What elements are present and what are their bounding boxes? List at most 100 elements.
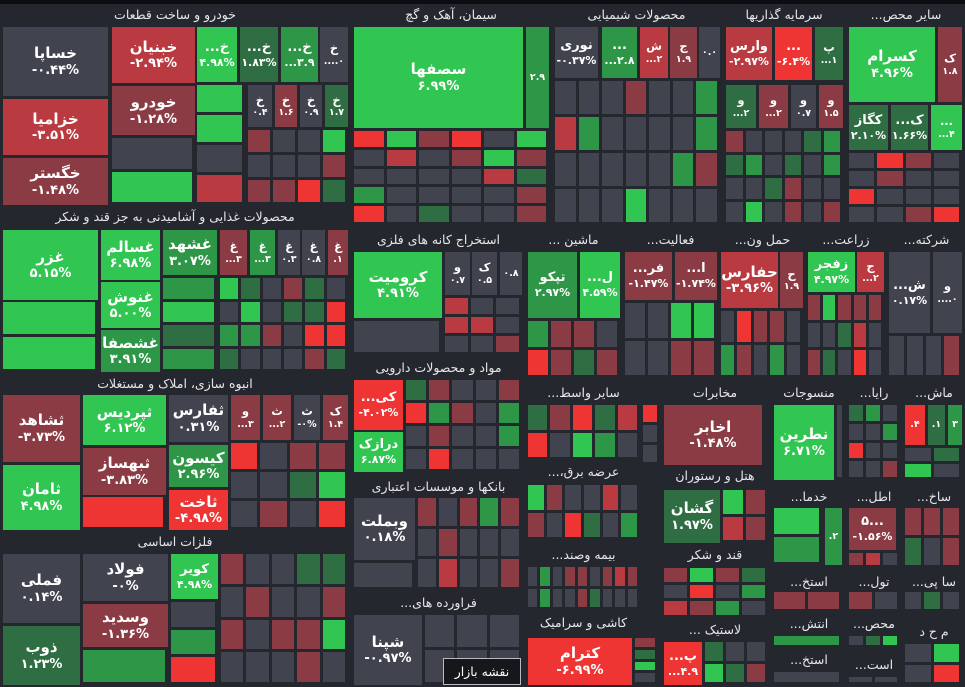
stock-tile[interactable] [578, 153, 600, 186]
sector-header[interactable]: فعالیت... [646, 232, 695, 247]
stock-tile[interactable] [774, 592, 805, 609]
stock-tile[interactable] [260, 443, 287, 469]
sector-header[interactable]: فراورده های... [400, 595, 477, 610]
stock-tile[interactable]: ش... ۰.۱۷% [889, 252, 930, 333]
stock-tile[interactable] [747, 663, 765, 682]
stock-tile[interactable] [737, 344, 751, 375]
stock-tile[interactable] [528, 321, 548, 347]
stock-tile[interactable] [590, 588, 600, 607]
stock-tile[interactable] [451, 131, 481, 147]
stock-tile[interactable]: کرومیت ۴.۹۱% [354, 252, 442, 318]
stock-tile[interactable]: ش ...۲ [640, 27, 668, 78]
stock-tile[interactable] [386, 168, 416, 185]
stock-tile[interactable]: ثاخت -۴.۹۸% [169, 490, 228, 530]
stock-tile[interactable]: فر... -۱.۴۷% [625, 252, 672, 300]
sector-header[interactable]: سا پی... [911, 574, 957, 589]
stock-tile[interactable] [868, 322, 881, 348]
stock-tile[interactable] [924, 508, 940, 535]
stock-tile[interactable] [452, 426, 473, 446]
stock-tile[interactable] [765, 201, 782, 222]
stock-tile[interactable]: تپکو ۲.۹۷% [528, 252, 577, 318]
stock-tile[interactable] [823, 178, 840, 199]
stock-tile[interactable] [83, 497, 163, 527]
stock-tile[interactable] [747, 642, 765, 661]
stock-tile[interactable]: کویر ۴.۹۸% [171, 554, 218, 599]
sector-header[interactable]: ماش... [915, 385, 953, 400]
stock-tile[interactable] [241, 325, 260, 346]
stock-tile[interactable]: خگستر -۱.۴۸% [3, 158, 108, 205]
stock-tile[interactable] [883, 442, 897, 459]
stock-tile[interactable] [723, 516, 743, 540]
stock-tile[interactable] [429, 380, 450, 400]
stock-tile[interactable] [484, 149, 514, 166]
stock-tile[interactable] [546, 512, 563, 537]
stock-tile[interactable] [635, 673, 655, 682]
stock-tile[interactable] [445, 298, 468, 314]
stock-tile[interactable] [418, 528, 436, 557]
stock-tile[interactable] [425, 615, 455, 647]
stock-tile[interactable] [459, 498, 478, 526]
stock-tile[interactable] [726, 154, 743, 175]
stock-tile[interactable] [459, 528, 478, 557]
stock-tile[interactable] [386, 187, 416, 204]
stock-tile[interactable] [565, 512, 581, 537]
stock-tile[interactable] [615, 567, 625, 586]
stock-tile[interactable] [578, 189, 600, 222]
stock-tile[interactable] [774, 636, 839, 645]
stock-tile[interactable]: سصفها ۶.۹۹% [354, 27, 523, 128]
stock-tile[interactable] [418, 559, 436, 587]
stock-tile[interactable]: ۳ [948, 405, 962, 445]
stock-tile[interactable]: کیسون ۲.۹۶% [169, 445, 228, 487]
stock-tile[interactable] [83, 650, 165, 682]
stock-tile[interactable] [452, 380, 473, 400]
stock-tile[interactable] [112, 171, 192, 202]
stock-tile[interactable] [452, 403, 473, 423]
stock-tile[interactable] [231, 472, 258, 498]
stock-tile[interactable] [419, 149, 449, 166]
stock-tile[interactable]: خ ۰.۴ [248, 85, 272, 127]
stock-tile[interactable] [635, 661, 655, 671]
stock-tile[interactable] [877, 207, 903, 222]
stock-tile[interactable] [625, 153, 647, 186]
stock-tile[interactable] [905, 189, 931, 204]
stock-tile[interactable]: نوری -۰.۳۷% [555, 27, 598, 78]
stock-tile[interactable] [716, 601, 739, 615]
stock-tile[interactable] [297, 652, 320, 682]
stock-tile[interactable] [627, 588, 637, 607]
stock-tile[interactable] [905, 153, 931, 168]
stock-tile[interactable]: .۴ [905, 405, 925, 445]
stock-tile[interactable] [664, 584, 687, 599]
stock-tile[interactable] [273, 130, 295, 152]
stock-tile[interactable] [289, 472, 316, 498]
stock-tile[interactable] [625, 81, 647, 114]
stock-tile[interactable] [705, 642, 723, 661]
stock-tile[interactable] [3, 337, 95, 369]
stock-tile[interactable] [484, 168, 514, 185]
stock-tile[interactable] [933, 448, 959, 461]
sector-header[interactable]: بیمه وصند... [551, 547, 616, 562]
stock-tile[interactable] [501, 528, 519, 557]
stock-tile[interactable] [933, 153, 959, 168]
stock-tile[interactable] [354, 168, 384, 185]
stock-tile[interactable] [602, 485, 619, 510]
stock-tile[interactable] [784, 154, 801, 175]
stock-tile[interactable] [853, 322, 866, 348]
stock-tile[interactable] [849, 442, 863, 459]
stock-tile[interactable] [459, 559, 478, 587]
stock-tile[interactable] [552, 588, 563, 607]
stock-tile[interactable] [354, 321, 439, 352]
stock-tile[interactable] [933, 644, 959, 662]
stock-tile[interactable] [849, 677, 872, 682]
stock-tile[interactable]: ج ۱.۹ [670, 27, 697, 78]
stock-tile[interactable]: خ... ۴.۹۸% [197, 27, 237, 82]
stock-tile[interactable] [649, 81, 670, 114]
stock-tile[interactable] [289, 443, 316, 469]
stock-tile[interactable] [354, 187, 384, 204]
sector-header[interactable]: م ح د [919, 624, 949, 639]
stock-tile[interactable] [323, 155, 345, 177]
sector-header[interactable]: محصولات شیمیایی [587, 7, 686, 22]
stock-tile[interactable]: ثفارس ۰.۳۱% [169, 395, 228, 442]
stock-tile[interactable] [690, 568, 713, 582]
stock-tile[interactable] [672, 81, 694, 114]
stock-tile[interactable]: خودرو -۱.۲۸% [112, 86, 195, 135]
